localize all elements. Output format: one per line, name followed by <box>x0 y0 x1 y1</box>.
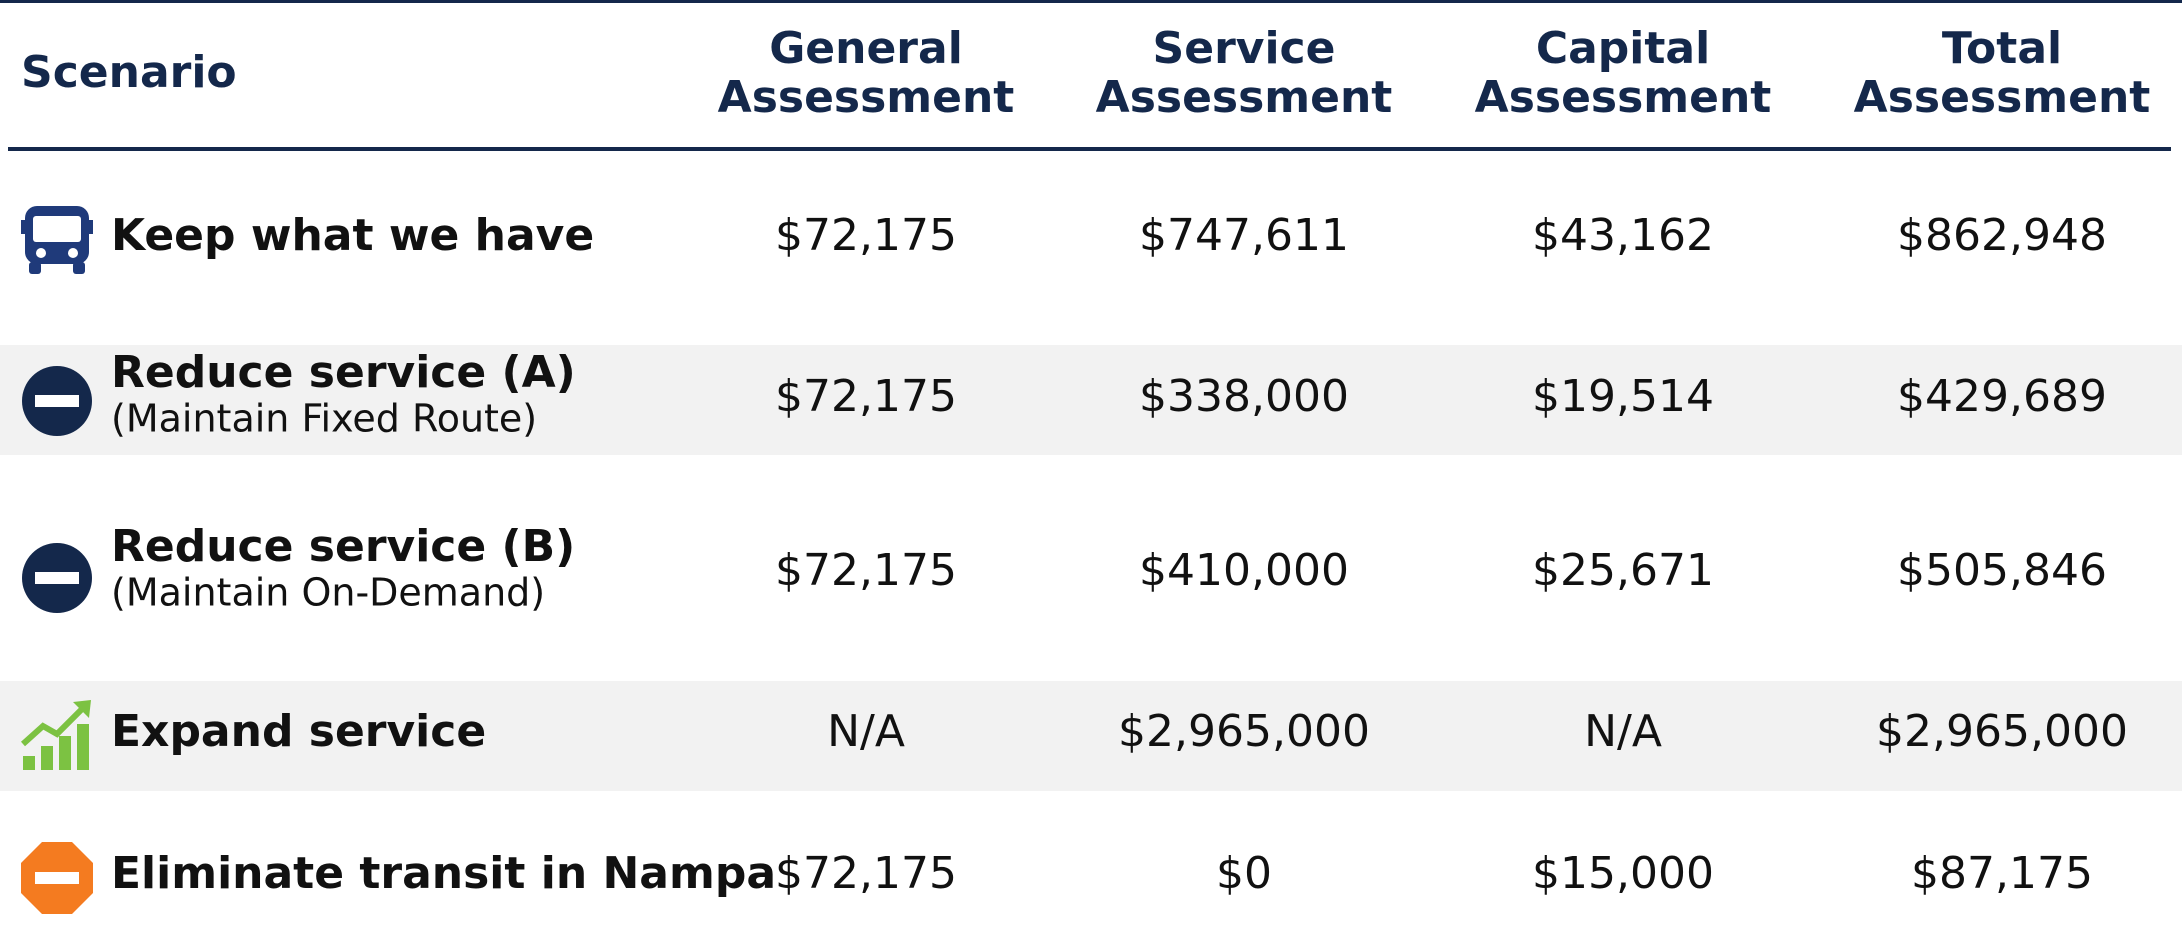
header-column: Assessment <box>718 72 1015 123</box>
header-column: Assessment <box>1475 72 1772 123</box>
scenario-note: (Maintain On-Demand) <box>111 571 545 615</box>
assessment-value: $19,514 <box>1532 371 1714 422</box>
assessment-value: $15,000 <box>1532 848 1714 899</box>
scenario-name: Keep what we have <box>111 210 594 261</box>
growth-icon <box>20 700 91 770</box>
header-column: Total <box>1942 23 2062 74</box>
header-column: Capital <box>1536 23 1710 74</box>
assessment-value: $338,000 <box>1139 371 1349 422</box>
header-column: General <box>769 23 963 74</box>
minus-icon <box>22 543 92 613</box>
scenario-name: Reduce service (B) <box>111 521 575 572</box>
header-scenario: Scenario <box>21 47 237 98</box>
assessment-value: $2,965,000 <box>1876 706 2128 757</box>
assessment-value: $0 <box>1216 848 1272 899</box>
minus-icon <box>22 366 92 436</box>
assessment-value: $505,846 <box>1897 545 2107 596</box>
assessment-value: N/A <box>1584 706 1662 757</box>
scenario-name: Expand service <box>111 706 486 757</box>
row-shade <box>0 345 2182 455</box>
header-rule <box>8 147 2171 151</box>
assessment-value: $2,965,000 <box>1118 706 1370 757</box>
bus-icon <box>21 206 93 274</box>
assessment-value: $429,689 <box>1897 371 2107 422</box>
scenario-note: (Maintain Fixed Route) <box>111 397 537 441</box>
header-column: Service <box>1153 23 1336 74</box>
assessment-value: $72,175 <box>775 545 957 596</box>
top-border <box>0 0 2182 3</box>
assessment-value: $72,175 <box>775 848 957 899</box>
header-column: Assessment <box>1854 72 2151 123</box>
assessment-value: $862,948 <box>1897 210 2107 261</box>
assessment-value: N/A <box>827 706 905 757</box>
assessment-value: $72,175 <box>775 371 957 422</box>
header-column: Assessment <box>1096 72 1393 123</box>
assessment-value: $43,162 <box>1532 210 1714 261</box>
assessment-value: $25,671 <box>1532 545 1714 596</box>
assessment-value: $72,175 <box>775 210 957 261</box>
row-shade <box>0 681 2182 791</box>
stop-icon <box>21 842 93 914</box>
assessment-value: $747,611 <box>1139 210 1349 261</box>
assessment-value: $87,175 <box>1911 848 2093 899</box>
scenario-name: Reduce service (A) <box>111 347 576 398</box>
assessment-value: $410,000 <box>1139 545 1349 596</box>
scenario-name: Eliminate transit in Nampa <box>111 848 776 899</box>
